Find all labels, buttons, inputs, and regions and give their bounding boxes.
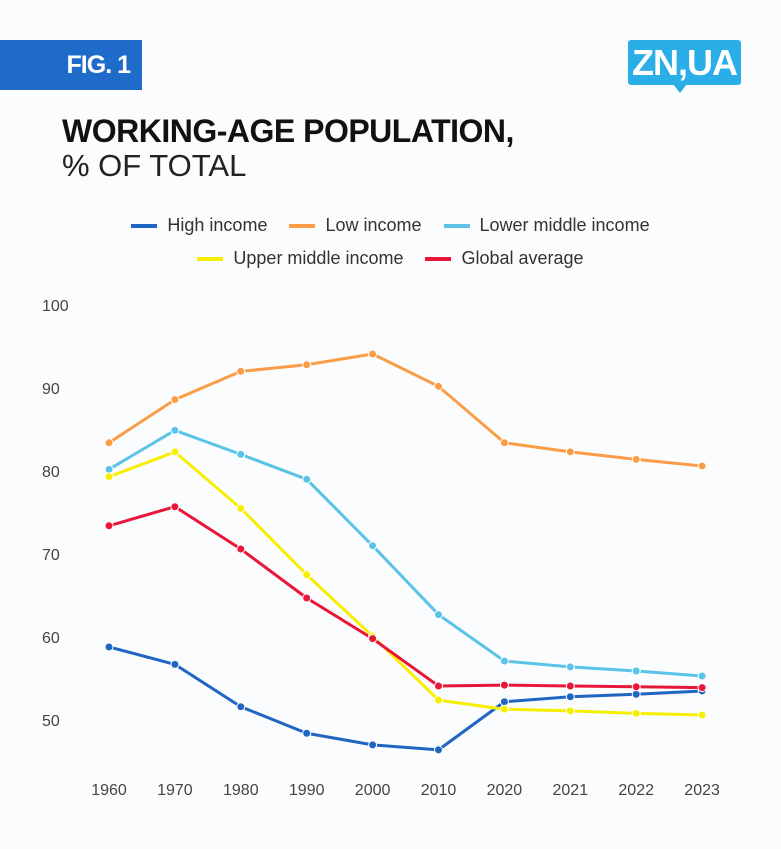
data-point	[499, 680, 509, 690]
data-point	[368, 541, 378, 551]
legend-row-2: Upper middle income Global average	[0, 248, 781, 269]
x-tick-label: 2022	[618, 782, 654, 799]
x-tick-label: 1970	[157, 782, 193, 799]
legend-row-1: High income Low income Lower middle income	[0, 215, 781, 236]
data-point	[104, 464, 114, 474]
series-line	[108, 450, 703, 717]
data-point	[368, 349, 378, 359]
data-point	[170, 395, 180, 405]
data-point	[434, 695, 443, 705]
data-point	[302, 474, 312, 484]
data-point	[499, 697, 509, 707]
data-point	[236, 702, 246, 712]
data-point	[236, 449, 246, 459]
data-point	[697, 710, 707, 720]
data-point	[302, 360, 312, 370]
legend-item: Global average	[425, 248, 584, 269]
data-point	[565, 692, 575, 702]
data-point	[170, 502, 180, 512]
data-point	[631, 689, 641, 699]
data-point	[697, 683, 707, 693]
legend-item: Lower middle income	[443, 215, 650, 236]
x-tick-label: 1980	[223, 782, 259, 799]
data-point	[434, 681, 443, 691]
series-line	[108, 505, 703, 690]
legend-swatch	[443, 223, 470, 228]
legend-label: High income	[167, 215, 268, 235]
data-point	[499, 704, 509, 714]
data-point	[104, 521, 114, 531]
y-tick-label: 100	[42, 298, 69, 315]
series-line	[108, 428, 703, 678]
data-point	[631, 454, 641, 464]
data-point	[565, 681, 575, 691]
legend-item: High income	[131, 215, 267, 236]
legend-swatch	[289, 223, 316, 228]
legend-item: Upper middle income	[197, 248, 403, 269]
data-point	[565, 447, 575, 457]
data-point	[236, 544, 246, 554]
data-point	[631, 682, 641, 692]
legend-label: Lower middle income	[479, 215, 650, 235]
x-tick-label: 2021	[553, 782, 589, 799]
series-line	[108, 645, 703, 752]
x-tick-label: 1990	[289, 782, 325, 799]
x-tick-label: 2020	[487, 782, 523, 799]
y-tick-label: 90	[42, 381, 60, 398]
data-point	[236, 503, 246, 513]
data-point	[302, 728, 312, 738]
x-tick-label: 1960	[91, 782, 127, 799]
series-line	[108, 352, 703, 468]
data-point	[499, 656, 509, 666]
legend-swatch	[131, 223, 158, 228]
data-point	[104, 642, 114, 652]
data-point	[302, 570, 312, 580]
data-point	[565, 706, 575, 716]
data-point	[565, 662, 575, 672]
y-tick-label: 60	[42, 630, 60, 647]
data-point	[170, 447, 180, 457]
data-point	[170, 425, 180, 435]
legend-item: Low income	[289, 215, 422, 236]
data-point	[697, 461, 707, 471]
data-point	[368, 634, 378, 644]
x-tick-label: 2023	[684, 782, 720, 799]
data-point	[434, 610, 443, 620]
brand-logo: ZN,UA	[628, 40, 741, 85]
data-point	[368, 740, 378, 750]
data-point	[236, 366, 246, 376]
y-tick-label: 50	[42, 713, 60, 730]
data-point	[631, 666, 641, 676]
data-point	[104, 472, 114, 482]
x-tick-label: 2000	[355, 782, 391, 799]
chart-subtitle: % OF TOTAL	[62, 148, 247, 183]
data-point	[170, 659, 180, 669]
data-point	[302, 593, 312, 603]
y-tick-label: 80	[42, 464, 60, 481]
data-point	[434, 381, 443, 391]
data-point	[697, 671, 707, 681]
y-tick-label: 70	[42, 547, 60, 564]
chart-title: WORKING-AGE POPULATION,	[62, 113, 514, 149]
figure-badge: FIG. 1	[0, 40, 142, 90]
legend-swatch	[197, 256, 224, 261]
legend-label: Global average	[461, 248, 584, 268]
data-point	[499, 438, 509, 448]
x-tick-label: 2010	[421, 782, 457, 799]
legend-label: Low income	[325, 215, 422, 235]
legend-label: Upper middle income	[233, 248, 404, 268]
data-point	[631, 708, 641, 718]
data-point	[434, 745, 443, 755]
data-point	[104, 438, 114, 448]
legend-swatch	[425, 256, 452, 261]
logo-tail	[673, 84, 687, 93]
